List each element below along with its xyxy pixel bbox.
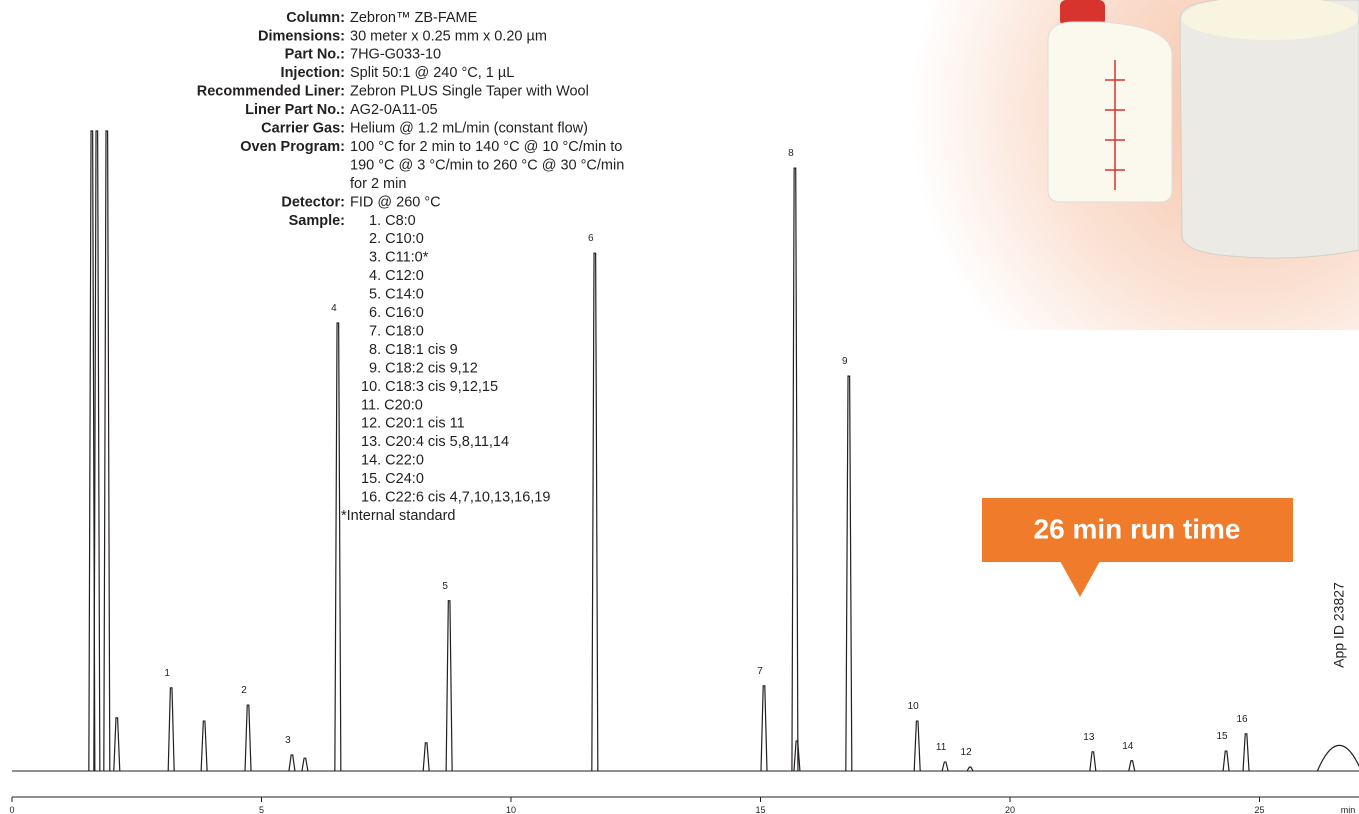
peak bbox=[1242, 733, 1250, 772]
peak-label: 16 bbox=[1236, 714, 1248, 725]
peak bbox=[334, 322, 342, 772]
peak bbox=[791, 167, 799, 772]
method-label: Recommended Liner: bbox=[197, 84, 345, 100]
method-value: Zebron PLUS Single Taper with Wool bbox=[350, 84, 589, 100]
peak bbox=[103, 130, 111, 772]
peak-label: 7 bbox=[757, 666, 763, 677]
peak bbox=[591, 252, 599, 772]
sample-item: 9. C18:2 cis 9,12 bbox=[369, 360, 478, 376]
method-value: Helium @ 1.2 mL/min (constant flow) bbox=[350, 121, 588, 137]
peak bbox=[93, 130, 101, 772]
method-label: Part No.: bbox=[285, 47, 345, 63]
x-tick-label: 25 bbox=[1254, 805, 1264, 814]
method-label: Column: bbox=[286, 10, 345, 26]
x-tick-label: 5 bbox=[259, 805, 264, 814]
peak bbox=[200, 720, 208, 772]
method-label: Detector: bbox=[281, 194, 345, 210]
peak bbox=[288, 754, 296, 772]
method-label: Dimensions: bbox=[258, 28, 345, 44]
peak bbox=[913, 720, 921, 772]
peak-label: 5 bbox=[442, 581, 448, 592]
peak-label: 14 bbox=[1122, 741, 1134, 752]
peak bbox=[167, 687, 175, 772]
peak-label: 15 bbox=[1217, 731, 1229, 742]
peak-label: 4 bbox=[331, 303, 337, 314]
app-id: App ID 23827 bbox=[1331, 582, 1347, 668]
peak bbox=[422, 742, 430, 772]
peak bbox=[244, 704, 252, 772]
sample-item: 11. C20:0 bbox=[361, 397, 423, 413]
x-tick-label: 15 bbox=[755, 805, 765, 814]
sample-item: 10. C18:3 cis 9,12,15 bbox=[361, 379, 498, 395]
peak-label: 8 bbox=[788, 148, 794, 159]
method-info: Column: Zebron™ ZB-FAME Dimensions: 30 mete… bbox=[197, 10, 625, 524]
peak bbox=[1089, 751, 1097, 772]
method-value: 7HG-G033-10 bbox=[350, 47, 441, 63]
peak-label: 3 bbox=[285, 735, 291, 746]
peak bbox=[301, 757, 309, 772]
peak-label: 2 bbox=[241, 685, 247, 696]
method-label: Injection: bbox=[281, 65, 345, 81]
method-label: Oven Program: bbox=[240, 139, 345, 155]
sample-item: 8. C18:1 cis 9 bbox=[369, 342, 458, 358]
method-label: Liner Part No.: bbox=[245, 102, 345, 118]
sample-item: 7. C18:0 bbox=[369, 323, 424, 339]
peak-label: 6 bbox=[588, 233, 594, 244]
x-axis-label: min bbox=[1341, 805, 1356, 814]
peak bbox=[941, 761, 949, 772]
sample-item: 5. C14:0 bbox=[369, 287, 424, 303]
peak bbox=[113, 717, 121, 772]
peak bbox=[445, 600, 453, 772]
method-value: Split 50:1 @ 240 °C, 1 µL bbox=[350, 65, 514, 81]
peak-label: 10 bbox=[908, 701, 920, 712]
callout: 26 min run time bbox=[982, 498, 1293, 597]
method-value: 30 meter x 0.25 mm x 0.20 µm bbox=[350, 28, 547, 44]
x-tick-label: 20 bbox=[1005, 805, 1015, 814]
method-label: Carrier Gas: bbox=[261, 121, 345, 137]
x-tick-label: 0 bbox=[9, 805, 14, 814]
sample-item: 14. C22:0 bbox=[361, 453, 424, 469]
peak bbox=[1316, 744, 1359, 772]
peak-label: 1 bbox=[164, 668, 170, 679]
sample-item: 12. C20:1 cis 11 bbox=[361, 416, 465, 432]
method-value: 100 °C for 2 min to 140 °C @ 10 °C/min t… bbox=[350, 139, 622, 155]
product-illustration bbox=[1047, 0, 1359, 259]
method-value: for 2 min bbox=[350, 176, 406, 192]
method-label: Sample: bbox=[289, 213, 345, 229]
sample-item: 13. C20:4 cis 5,8,11,14 bbox=[361, 434, 509, 450]
callout-text: 26 min run time bbox=[1034, 513, 1241, 544]
sample-item: 1. C8:0 bbox=[369, 213, 416, 229]
x-tick-label: 10 bbox=[506, 805, 516, 814]
sample-item: 6. C16:0 bbox=[369, 305, 424, 321]
peak bbox=[793, 740, 801, 772]
peak-label: 13 bbox=[1083, 732, 1095, 743]
sample-item: 3. C11:0* bbox=[369, 250, 429, 266]
method-value: 190 °C @ 3 °C/min to 260 °C @ 30 °C/min bbox=[350, 157, 624, 173]
peak bbox=[845, 375, 853, 772]
peak bbox=[88, 130, 96, 772]
method-value: Zebron™ ZB-FAME bbox=[350, 10, 478, 26]
peak bbox=[1128, 760, 1136, 772]
peak-label: 12 bbox=[961, 747, 973, 758]
peak bbox=[1222, 750, 1230, 772]
sample-item: 4. C12:0 bbox=[369, 268, 424, 284]
sample-note: *Internal standard bbox=[341, 508, 455, 524]
sample-item: 15. C24:0 bbox=[361, 471, 424, 487]
method-value: AG2-0A11-05 bbox=[350, 102, 438, 118]
peak-label: 11 bbox=[936, 742, 947, 753]
peak bbox=[760, 685, 768, 772]
callout-box bbox=[982, 498, 1293, 562]
sample-item: 16. C22:6 cis 4,7,10,13,16,19 bbox=[361, 490, 550, 506]
method-value: FID @ 260 °C bbox=[350, 194, 441, 210]
sample-item: 2. C10:0 bbox=[369, 231, 424, 247]
peak-label: 9 bbox=[842, 356, 848, 367]
peak bbox=[966, 766, 974, 772]
callout-pointer bbox=[1060, 561, 1100, 597]
